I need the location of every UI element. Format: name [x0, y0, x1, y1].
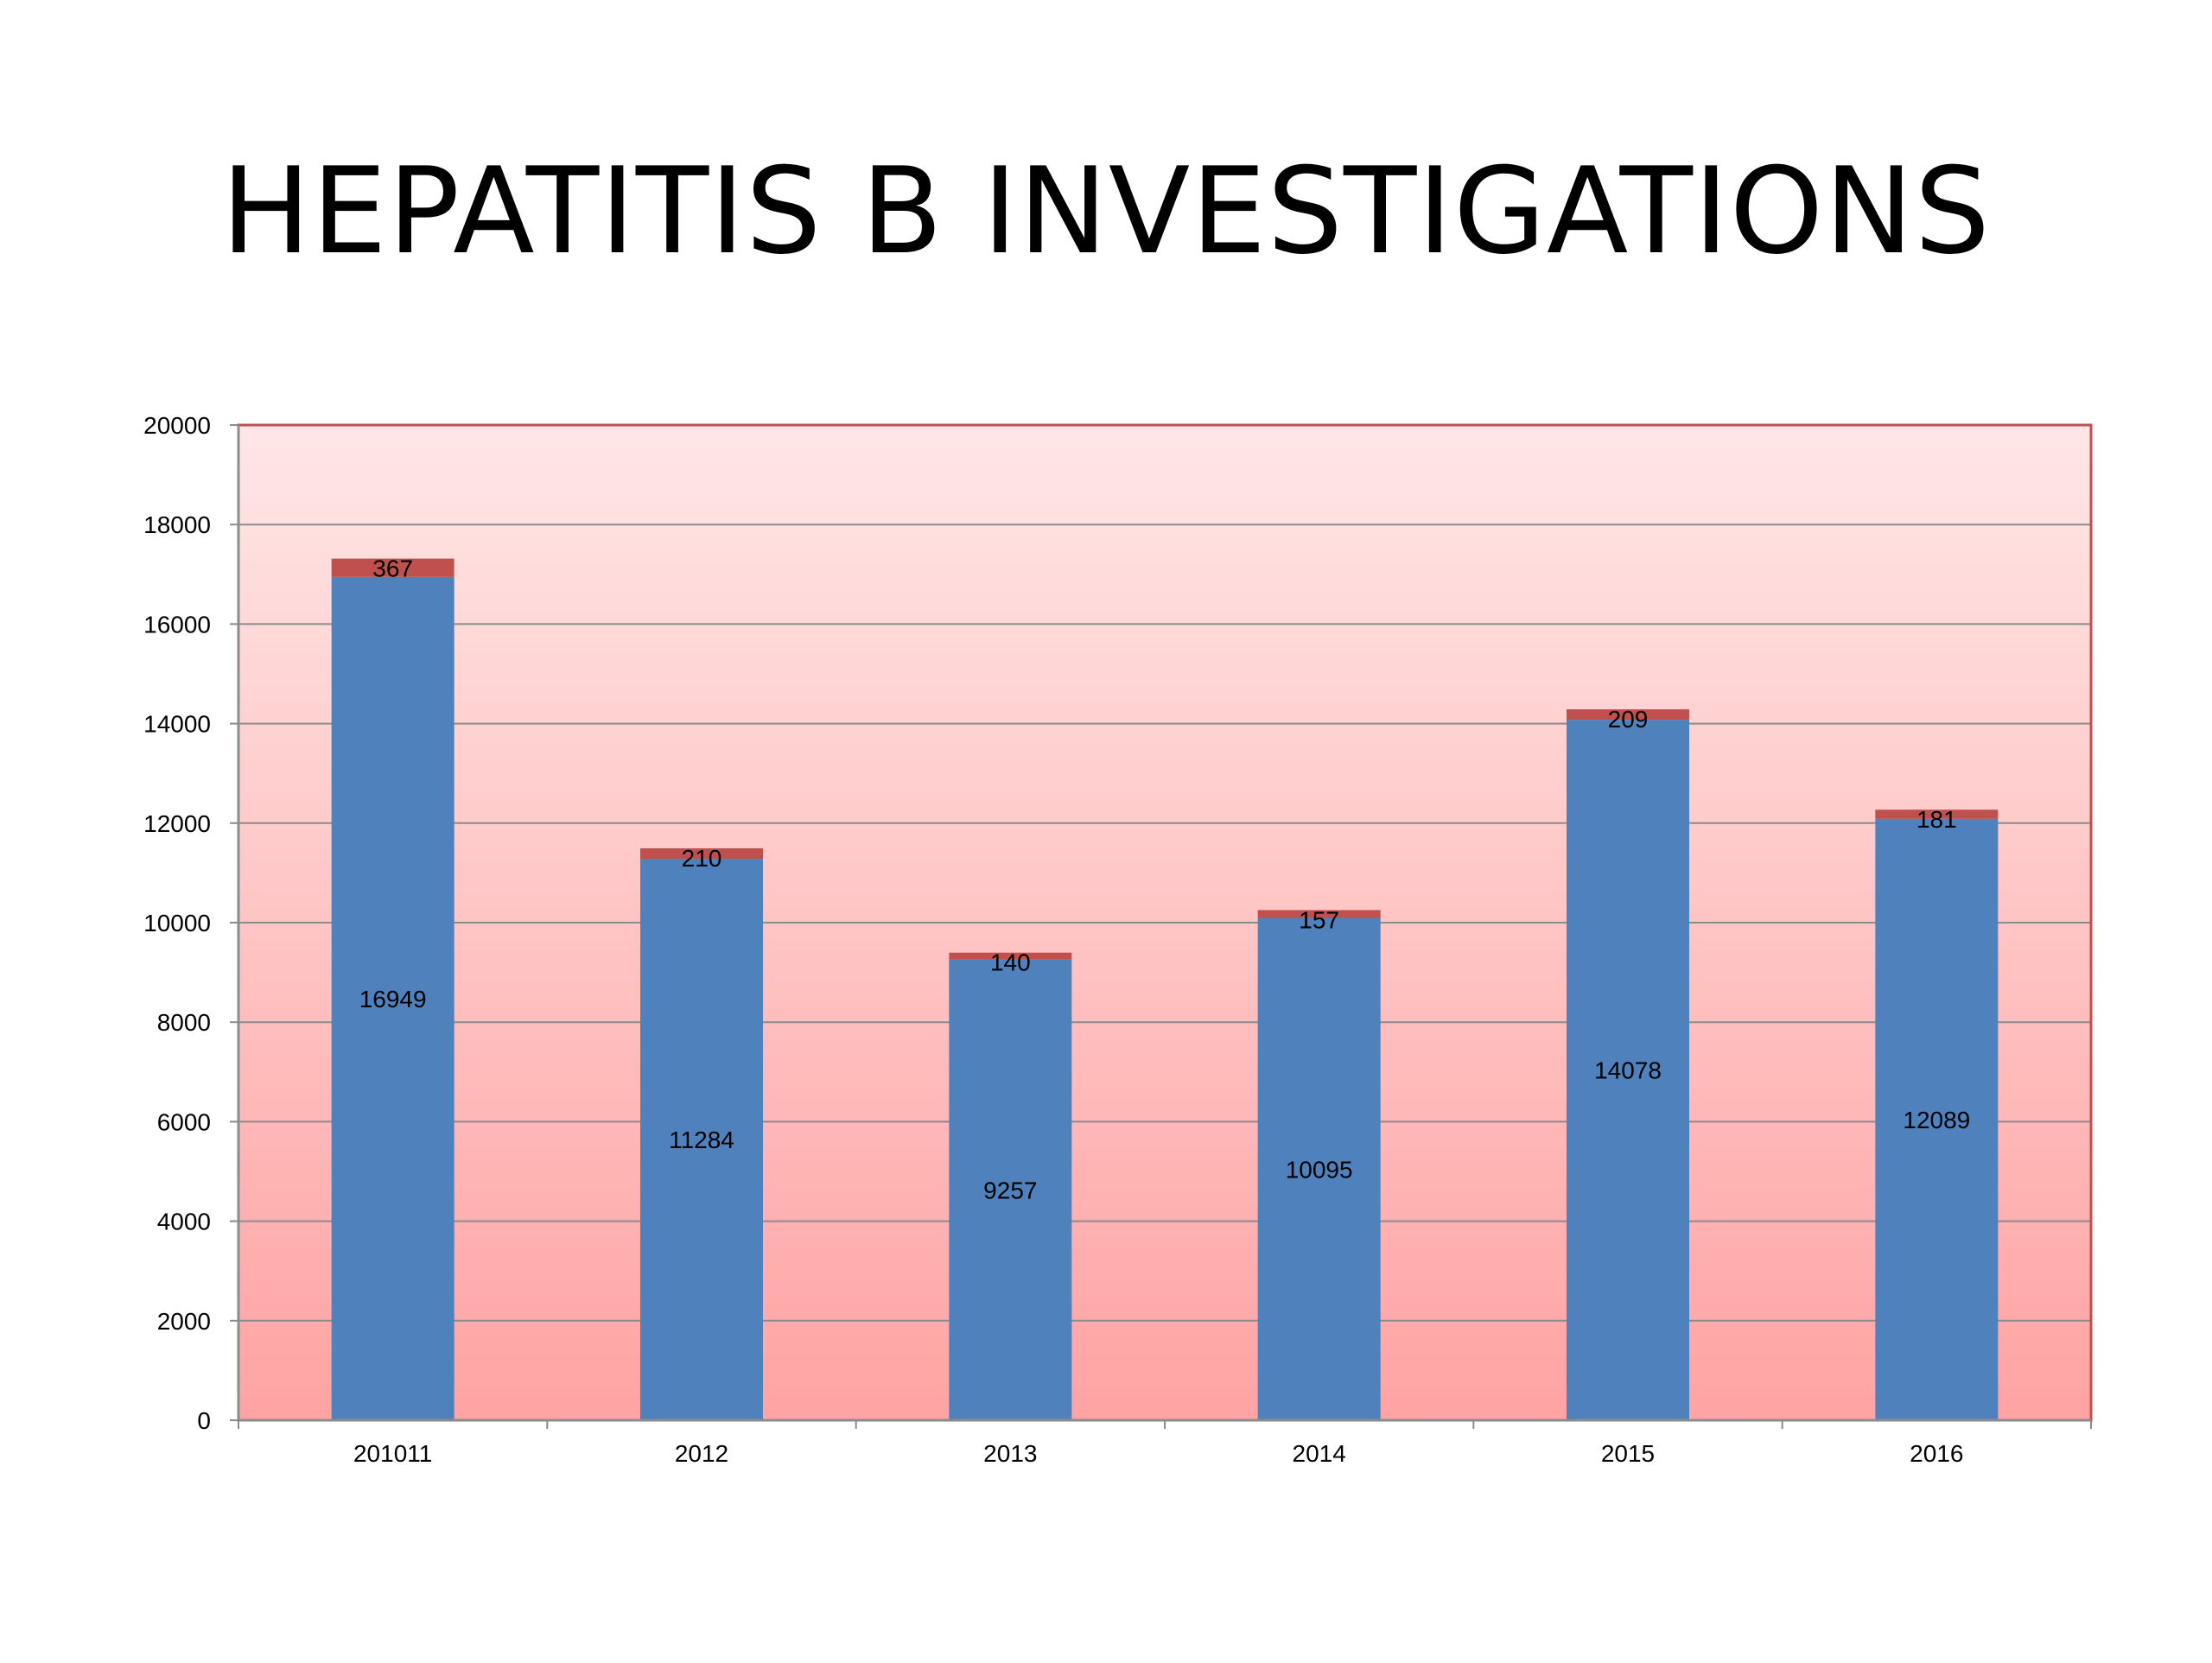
bar-series-1-201011 — [331, 576, 454, 1420]
y-tick-label: 8000 — [157, 1009, 211, 1036]
y-tick-label: 10000 — [143, 910, 211, 936]
axes: 0 2000 4000 6000 8000 10000 12000 14000 16000 180… — [143, 412, 2093, 1467]
x-tick-label: 201011 — [353, 1440, 432, 1467]
x-tick-label: 2016 — [1910, 1440, 1963, 1467]
bars — [331, 558, 1999, 1420]
x-tick-label: 2012 — [675, 1440, 728, 1467]
bar-series-2-201011 — [331, 558, 454, 577]
bar-series-1-2013 — [949, 959, 1072, 1420]
data-label: 10095 — [1286, 1156, 1353, 1183]
y-tick-label: 20000 — [143, 412, 211, 439]
y-tick-label: 6000 — [157, 1108, 211, 1135]
y-tick-label: 18000 — [143, 511, 211, 538]
slide-title: HEPATITIS B INVESTIGATIONS — [220, 142, 1992, 281]
y-tick-label: 2000 — [157, 1308, 211, 1335]
data-label: 367 — [372, 555, 413, 582]
x-tick-label: 2013 — [983, 1440, 1037, 1467]
bar-series-2-2013 — [949, 952, 1072, 960]
bar-series-1-2015 — [1567, 720, 1689, 1420]
x-tick-label: 2015 — [1601, 1440, 1655, 1467]
data-label: 12089 — [1903, 1107, 1970, 1133]
data-label: 157 — [1299, 906, 1339, 933]
y-tick-label: 0 — [197, 1407, 211, 1434]
y-tick-label: 12000 — [143, 810, 211, 837]
data-label: 209 — [1608, 706, 1649, 733]
gridlines — [238, 524, 2091, 1322]
bar-series-2-2014 — [1257, 910, 1381, 918]
bar-series-1-2012 — [640, 859, 763, 1420]
data-label: 11284 — [669, 1127, 734, 1153]
y-tick-label: 14000 — [143, 711, 211, 738]
bar-series-2-2015 — [1567, 709, 1689, 720]
y-tick-label: 4000 — [157, 1209, 211, 1235]
bar-series-2-2012 — [640, 847, 763, 860]
y-tick-label: 16000 — [143, 611, 211, 638]
data-label: 210 — [682, 845, 722, 872]
data-label: 181 — [1916, 806, 1957, 833]
data-label: 140 — [990, 949, 1031, 976]
bar-series-1-2014 — [1257, 917, 1381, 1420]
data-labels: 16949 367 11284 210 9257 140 10095 157 14078 209 1… — [359, 555, 1971, 1204]
bar-series-1-2016 — [1875, 818, 1999, 1420]
x-tick-label: 2014 — [1293, 1440, 1346, 1467]
data-label: 16949 — [359, 986, 427, 1012]
data-label: 14078 — [1594, 1057, 1662, 1084]
data-label: 9257 — [983, 1177, 1037, 1203]
bar-series-2-2016 — [1875, 809, 1999, 819]
